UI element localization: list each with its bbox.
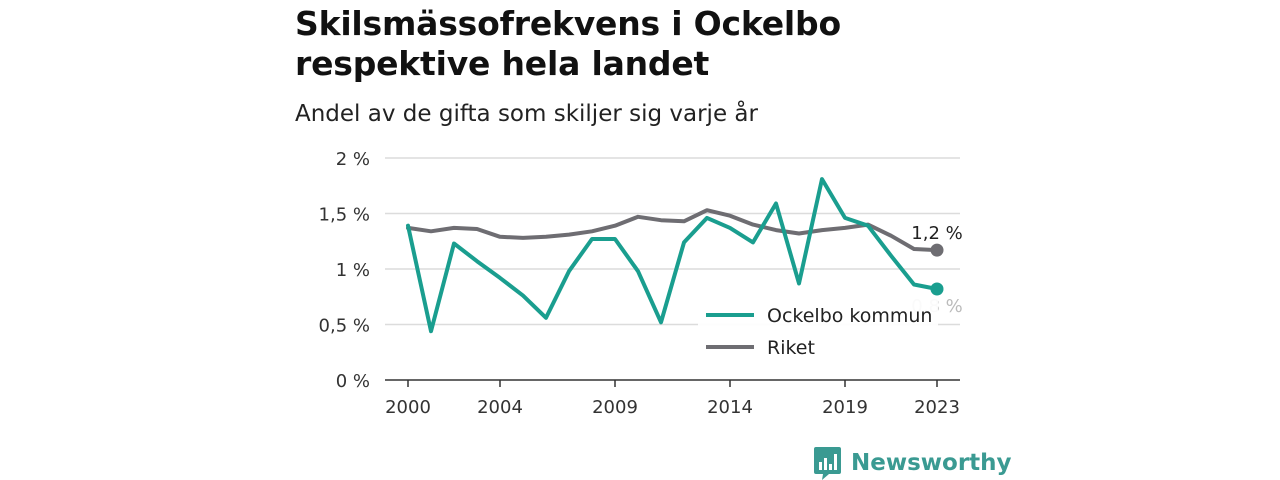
bar-chart-speech-bubble-icon (814, 446, 841, 480)
brand-name: Newsworthy (851, 450, 1012, 476)
series-line-riket (406, 208, 939, 253)
x-tick-label: 2023 (914, 397, 960, 418)
series-end-label: 1,2 % (911, 223, 962, 244)
x-tick-label: 2000 (385, 397, 431, 418)
x-tick-label: 2004 (477, 397, 523, 418)
legend-background (698, 298, 938, 364)
y-tick-label: 0,5 % (319, 316, 370, 337)
y-tick-label: 0 % (336, 371, 370, 392)
series-line-ockelbo (406, 177, 939, 334)
chart-title-line-1: Skilsmässofrekvens i Ockelbo (295, 4, 841, 43)
chart-title-line-2: respektive hela landet (295, 44, 710, 83)
legend-entry: Riket (767, 337, 815, 359)
chart-title: Skilsmässofrekvens i Ockelbo respektive … (295, 4, 995, 84)
series-end-point (930, 282, 944, 296)
x-tick-label: 2009 (592, 397, 638, 418)
y-tick-label: 2 % (336, 149, 370, 170)
newsworthy-logo: Newsworthy (814, 446, 1012, 480)
y-tick-label: 1 % (336, 260, 370, 281)
y-tick-label: 1,5 % (319, 205, 370, 226)
x-tick-label: 2019 (822, 397, 868, 418)
legend-entry: Ockelbo kommun (767, 305, 932, 327)
x-tick-label: 2014 (707, 397, 753, 418)
chart-subtitle: Andel av de gifta som skiljer sig varje … (295, 101, 758, 127)
series-end-point (930, 243, 944, 257)
